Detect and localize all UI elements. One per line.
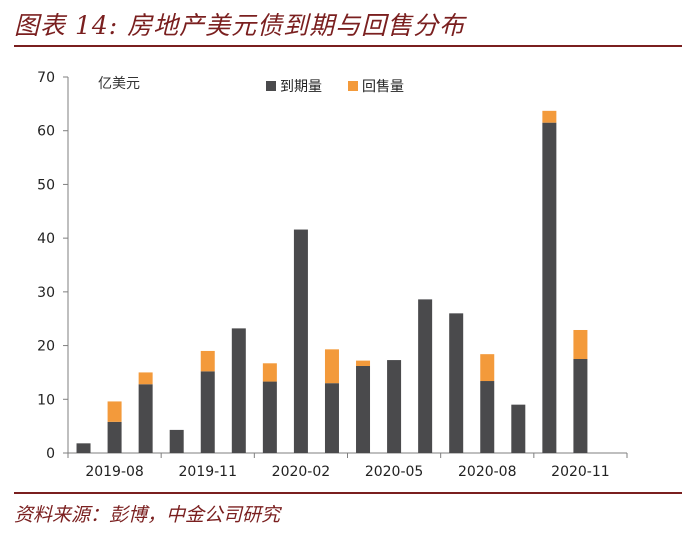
bar-maturity [107, 421, 122, 453]
bar-putback [262, 363, 277, 382]
bar-maturity [480, 381, 495, 453]
bar-maturity [573, 359, 588, 453]
y-tick-label: 50 [37, 177, 55, 193]
y-tick-label: 0 [46, 446, 55, 462]
y-tick-label: 40 [37, 231, 55, 247]
bar-maturity [293, 229, 308, 453]
bar-putback [138, 372, 153, 385]
bar-putback [573, 329, 588, 359]
y-tick-label: 70 [37, 70, 55, 86]
legend: 到期量 回售量 [266, 79, 404, 95]
legend-label: 回售量 [362, 79, 404, 95]
y-tick-label: 60 [37, 124, 55, 140]
y-tick-label: 20 [37, 339, 55, 355]
x-tick-label: 2020-08 [458, 464, 517, 480]
bar-maturity [542, 122, 557, 454]
bar-putback [542, 110, 557, 123]
bar-putback [480, 354, 495, 382]
bar-maturity [200, 371, 215, 453]
legend-swatch-maturity [266, 81, 276, 91]
source-rule [14, 492, 682, 494]
bar-putback [324, 349, 339, 384]
y-axis: 0 10 20 30 40 50 60 70 [37, 70, 69, 462]
y-tick-label: 30 [37, 285, 55, 301]
x-tick-label: 2019-08 [85, 464, 144, 480]
bars [76, 110, 588, 454]
bar-maturity [231, 328, 246, 453]
x-tick-label: 2020-02 [272, 464, 331, 480]
bar-maturity [138, 384, 153, 453]
bar-maturity [418, 299, 433, 453]
bar-maturity [169, 429, 184, 453]
bar-maturity [449, 313, 464, 453]
bar-putback [356, 360, 371, 366]
bar-maturity [324, 383, 339, 453]
legend-label: 到期量 [280, 79, 322, 95]
title-rule [14, 45, 682, 47]
bar-maturity [76, 443, 91, 453]
bar-maturity [511, 404, 526, 453]
bar-maturity [356, 365, 371, 453]
bar-putback [107, 401, 122, 422]
x-tick-label: 2020-05 [365, 464, 424, 480]
bar-putback [200, 350, 215, 372]
unit-label: 亿美元 [98, 76, 140, 92]
legend-swatch-putback [348, 81, 358, 91]
bar-maturity [387, 360, 402, 453]
y-tick-label: 10 [37, 392, 55, 408]
x-tick-label: 2019-11 [179, 464, 238, 480]
figure-title: 图表 14: 房地产美元债到期与回售分布 [14, 11, 466, 40]
x-axis: 2019-08 2019-11 2020-02 2020-05 2020-08 2020-… [67, 452, 628, 480]
source-note: 资料来源：彭博，中金公司研究 [14, 504, 281, 526]
x-tick-label: 2020-11 [551, 464, 610, 480]
bar-maturity [262, 381, 277, 453]
